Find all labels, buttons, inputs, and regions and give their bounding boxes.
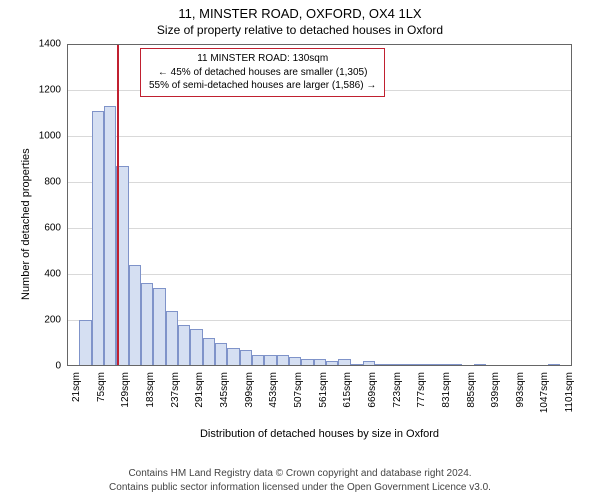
- histogram-bar: [375, 364, 387, 366]
- x-tick-label: 21sqm: [71, 372, 82, 402]
- x-tick-label: 399sqm: [244, 372, 255, 408]
- x-tick-label: 723sqm: [392, 372, 403, 408]
- annotation-line1: 11 MINSTER ROAD: 130sqm: [149, 52, 376, 66]
- marker-line: [117, 44, 119, 366]
- x-tick-label: 129sqm: [120, 372, 131, 408]
- footer-copyright: Contains HM Land Registry data © Crown c…: [0, 468, 600, 479]
- histogram-bar: [203, 338, 215, 366]
- footer-licence: Contains public sector information licen…: [0, 482, 600, 493]
- annotation-box: 11 MINSTER ROAD: 130sqm ← 45% of detache…: [140, 48, 385, 97]
- x-tick-label: 669sqm: [367, 372, 378, 408]
- x-tick-label: 183sqm: [145, 372, 156, 408]
- histogram-bar: [449, 364, 461, 366]
- y-tick-label: 200: [44, 315, 61, 326]
- histogram-bar: [425, 364, 437, 366]
- x-tick-label: 291sqm: [194, 372, 205, 408]
- page-title: 11, MINSTER ROAD, OXFORD, OX4 1LX: [0, 0, 600, 21]
- y-tick-label: 1000: [39, 131, 61, 142]
- histogram-bar: [388, 364, 400, 366]
- histogram-bar: [79, 320, 91, 366]
- x-axis-label: Distribution of detached houses by size …: [200, 428, 439, 440]
- histogram-bar: [252, 355, 264, 367]
- histogram-bar: [351, 364, 363, 366]
- page-subtitle: Size of property relative to detached ho…: [0, 21, 600, 37]
- y-tick-label: 1400: [39, 39, 61, 50]
- annotation-line2: ← 45% of detached houses are smaller (1,…: [149, 66, 376, 80]
- histogram-bar: [178, 325, 190, 366]
- histogram-bar: [474, 364, 486, 366]
- histogram-bar: [264, 355, 276, 367]
- x-tick-label: 75sqm: [96, 372, 107, 402]
- grid-line: [67, 228, 572, 229]
- y-tick-label: 600: [44, 223, 61, 234]
- x-tick-label: 561sqm: [318, 372, 329, 408]
- grid-line: [67, 274, 572, 275]
- x-tick-label: 993sqm: [515, 372, 526, 408]
- histogram-bar: [240, 350, 252, 366]
- histogram-bar: [314, 359, 326, 366]
- histogram-bar: [412, 364, 424, 366]
- histogram-bar: [277, 355, 289, 367]
- x-tick-label: 237sqm: [170, 372, 181, 408]
- histogram-bar: [129, 265, 141, 366]
- histogram-bar: [548, 364, 560, 366]
- histogram-bar: [227, 348, 239, 366]
- x-tick-label: 345sqm: [219, 372, 230, 408]
- histogram-bar: [153, 288, 165, 366]
- annotation-line3: 55% of semi-detached houses are larger (…: [149, 79, 376, 93]
- histogram-bar: [166, 311, 178, 366]
- y-tick-label: 400: [44, 269, 61, 280]
- histogram-bar: [141, 283, 153, 366]
- x-tick-label: 1101sqm: [564, 372, 575, 412]
- x-tick-label: 939sqm: [490, 372, 501, 408]
- x-tick-label: 1047sqm: [539, 372, 550, 413]
- histogram-bar: [437, 364, 449, 366]
- x-tick-label: 507sqm: [293, 372, 304, 408]
- histogram-bar: [363, 361, 375, 366]
- x-tick-label: 777sqm: [416, 372, 427, 408]
- x-tick-label: 831sqm: [441, 372, 452, 408]
- x-tick-label: 453sqm: [268, 372, 279, 408]
- histogram-bar: [326, 361, 338, 366]
- histogram-bar: [215, 343, 227, 366]
- y-tick-label: 800: [44, 177, 61, 188]
- histogram-bar: [338, 359, 350, 366]
- histogram-bar: [92, 111, 104, 366]
- y-axis-label: Number of detached properties: [20, 148, 32, 300]
- histogram-bar: [301, 359, 313, 366]
- x-tick-label: 615sqm: [342, 372, 353, 408]
- histogram-bar: [289, 357, 301, 366]
- y-tick-label: 1200: [39, 85, 61, 96]
- grid-line: [67, 182, 572, 183]
- histogram-bar: [190, 329, 202, 366]
- y-tick-label: 0: [55, 361, 61, 372]
- grid-line: [67, 136, 572, 137]
- x-tick-label: 885sqm: [466, 372, 477, 408]
- histogram-bar: [400, 364, 412, 366]
- histogram-bar: [104, 106, 116, 366]
